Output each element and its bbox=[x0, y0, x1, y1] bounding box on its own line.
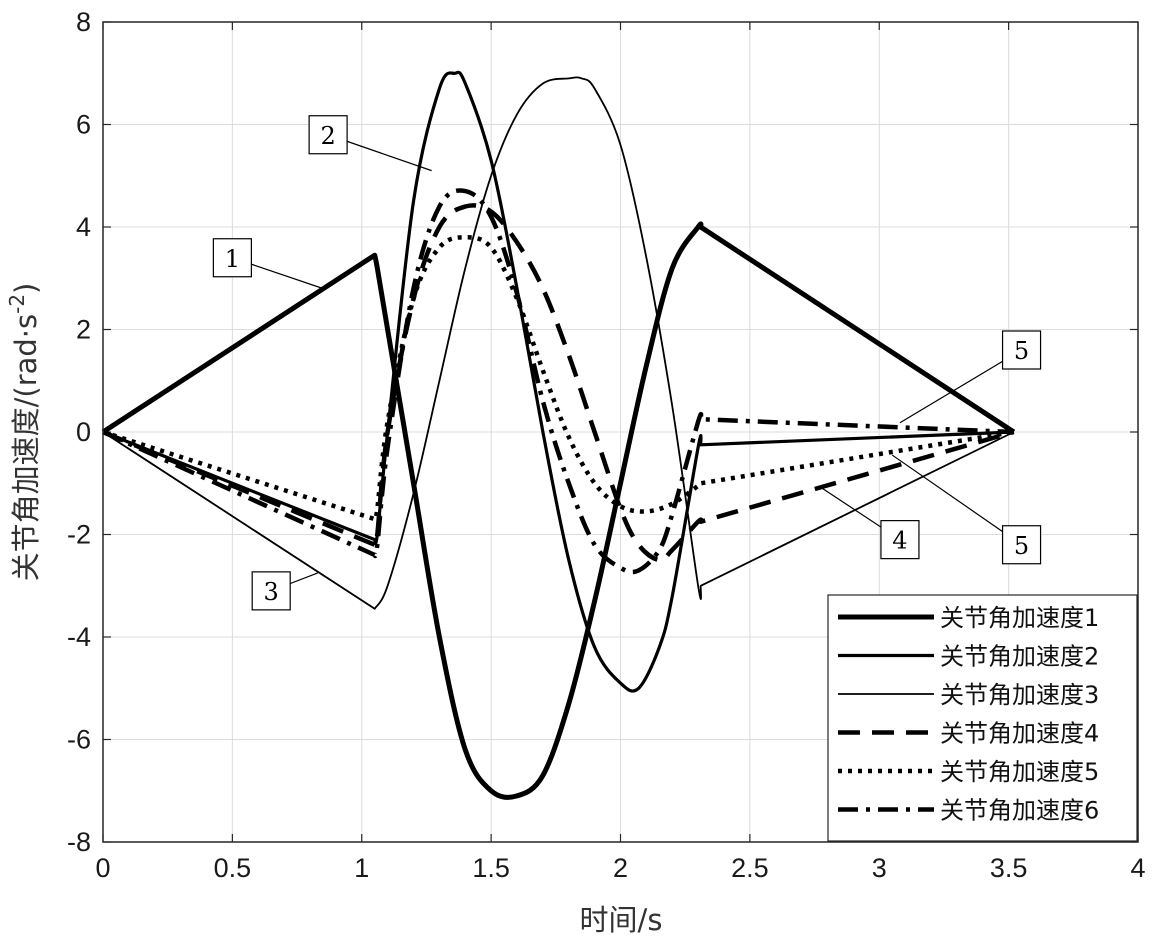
callout-label-4: 4 bbox=[892, 527, 907, 555]
x-tick-label: 0 bbox=[95, 853, 110, 883]
series-line-1 bbox=[101, 221, 1016, 800]
y-tick-label: 8 bbox=[76, 7, 91, 37]
grid-lines bbox=[102, 21, 1139, 843]
legend-label-1: 关节角加速度1 bbox=[940, 604, 1099, 632]
callout-box-1 bbox=[212, 238, 252, 278]
y-axis-label: 关节角加速度/(rad·s-2) bbox=[5, 283, 43, 582]
x-tick-labels: 0 0.5 1 1.5 2 2.5 3 3.5 4 bbox=[95, 853, 1145, 883]
x-axis-label: 时间/s bbox=[580, 903, 663, 937]
legend-label-4: 关节角加速度4 bbox=[940, 720, 1099, 748]
callout-label-5: 5 bbox=[1014, 337, 1029, 365]
callout-box-5 bbox=[1001, 330, 1042, 370]
callout-label-1: 1 bbox=[225, 245, 240, 273]
series-line-2 bbox=[102, 70, 1014, 693]
y-tick-label: 6 bbox=[76, 110, 91, 140]
series-line-6 bbox=[102, 188, 1014, 575]
y-axis-label-main: 关节角加速度/(rad·s bbox=[9, 314, 43, 582]
y-axis-label-close: ) bbox=[9, 283, 43, 294]
y-tick-label: 4 bbox=[76, 212, 91, 242]
y-tick-label: -4 bbox=[67, 622, 91, 652]
callout-leader-6 bbox=[891, 454, 1022, 546]
legend-label-2: 关节角加速度2 bbox=[940, 643, 1099, 671]
series-line-3 bbox=[102, 76, 1015, 610]
legend-label-3: 关节角加速度3 bbox=[940, 681, 1099, 709]
x-tick-label: 3 bbox=[872, 853, 887, 883]
y-tick-labels: -8 -6 -4 -2 0 2 4 6 8 bbox=[67, 7, 91, 857]
plot-frame bbox=[102, 21, 1139, 843]
legend-label-5: 关节角加速度5 bbox=[940, 758, 1099, 786]
x-tick-label: 1 bbox=[354, 853, 369, 883]
callout-label-3: 3 bbox=[264, 578, 279, 606]
series-line-5 bbox=[102, 235, 1015, 522]
callout-label-2: 2 bbox=[320, 122, 335, 150]
x-tick-label: 2.5 bbox=[731, 853, 769, 883]
x-tick-label: 1.5 bbox=[472, 853, 510, 883]
callout-box-2 bbox=[308, 115, 348, 155]
callout-label-6: 5 bbox=[1014, 532, 1029, 560]
series-lines bbox=[101, 70, 1016, 800]
legend-box bbox=[827, 594, 1138, 842]
y-tick-label: -2 bbox=[67, 520, 91, 550]
y-tick-label: -8 bbox=[67, 827, 91, 857]
y-axis-label-exponent: -2 bbox=[5, 294, 29, 314]
x-tick-label: 0.5 bbox=[214, 853, 252, 883]
callout-annotations: 1 2 3 4 5 5 bbox=[212, 115, 1042, 611]
x-tick-label: 3.5 bbox=[990, 853, 1028, 883]
y-tick-label: 0 bbox=[76, 417, 91, 447]
x-tick-label: 4 bbox=[1130, 853, 1145, 883]
legend-label-6: 关节角加速度6 bbox=[940, 797, 1099, 825]
y-tick-label: 2 bbox=[76, 315, 91, 345]
callout-leader-5 bbox=[899, 349, 1022, 424]
legend: 关节角加速度1 关节角加速度2 关节角加速度3 关节角加速度4 关节角加速度5 关节角加速… bbox=[827, 594, 1138, 842]
callout-box-4 bbox=[880, 520, 920, 560]
callout-box-6 bbox=[1001, 525, 1042, 565]
callout-box-3 bbox=[251, 571, 291, 611]
y-tick-label: -6 bbox=[67, 725, 91, 755]
x-tick-label: 2 bbox=[613, 853, 628, 883]
